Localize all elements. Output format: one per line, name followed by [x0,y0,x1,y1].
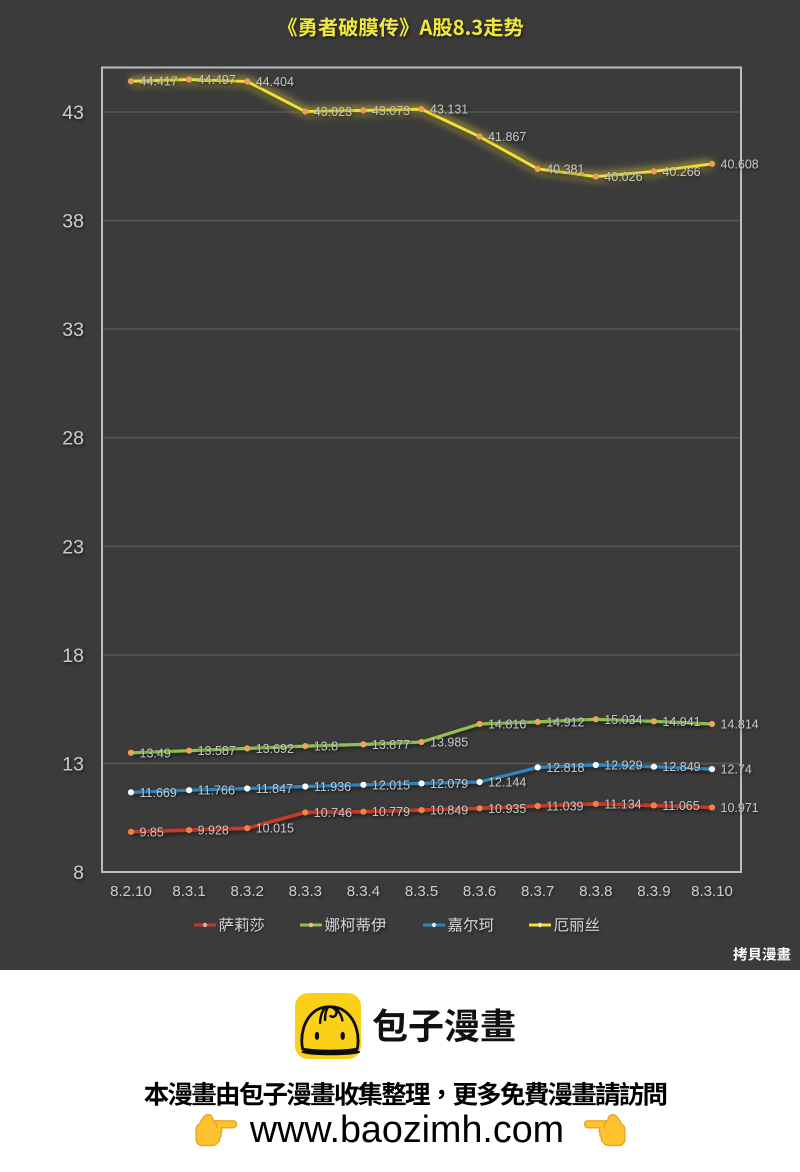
svg-text:8: 8 [73,862,84,884]
svg-text:8.3.2: 8.3.2 [231,883,264,900]
svg-text:12.144: 12.144 [488,776,526,790]
svg-text:12.079: 12.079 [430,777,468,791]
svg-text:8.3.5: 8.3.5 [405,883,438,900]
svg-text:33: 33 [62,319,84,341]
svg-text:13.692: 13.692 [256,742,294,756]
svg-text:44.497: 44.497 [198,73,236,87]
svg-text:12.818: 12.818 [546,761,584,775]
svg-text:12.74: 12.74 [721,763,752,777]
svg-text:10.935: 10.935 [488,802,526,816]
svg-text:9.928: 9.928 [198,824,229,838]
svg-text:14.816: 14.816 [488,718,526,732]
svg-text:8.2.10: 8.2.10 [110,883,152,900]
svg-text:11.936: 11.936 [314,780,351,794]
svg-text:13.8: 13.8 [314,740,338,754]
svg-text:8.3.9: 8.3.9 [637,883,670,900]
svg-text:40.266: 40.266 [662,165,700,179]
svg-text:38: 38 [62,211,84,233]
svg-text:10.849: 10.849 [430,804,468,818]
svg-text:13.49: 13.49 [140,746,171,760]
svg-text:43.073: 43.073 [372,104,410,118]
svg-text:8.3.10: 8.3.10 [691,883,733,900]
svg-text:13.985: 13.985 [430,736,468,750]
svg-text:8.3.7: 8.3.7 [521,883,554,900]
svg-text:8.3.8: 8.3.8 [579,883,612,900]
svg-text:11.039: 11.039 [546,800,583,814]
svg-text:13.587: 13.587 [198,744,236,758]
svg-text:40.608: 40.608 [721,157,759,171]
svg-text:43.131: 43.131 [430,103,468,117]
svg-text:13.877: 13.877 [372,738,410,752]
svg-text:28: 28 [62,428,84,450]
svg-text:8.3.1: 8.3.1 [172,883,205,900]
svg-text:18: 18 [62,645,84,667]
svg-text:8.3.6: 8.3.6 [463,883,496,900]
svg-text:44.404: 44.404 [256,75,294,89]
svg-text:40.026: 40.026 [604,170,642,184]
svg-text:11.134: 11.134 [604,797,641,811]
svg-text:11.766: 11.766 [198,784,235,798]
svg-text:14.912: 14.912 [546,715,584,729]
svg-text:12.015: 12.015 [372,778,410,792]
svg-text:9.85: 9.85 [140,825,164,839]
svg-text:41.867: 41.867 [488,130,526,144]
svg-text:12.849: 12.849 [662,760,700,774]
svg-text:23: 23 [62,536,84,558]
svg-text:10.746: 10.746 [314,806,352,820]
svg-text:14.941: 14.941 [662,715,700,729]
svg-text:43.023: 43.023 [314,105,352,119]
svg-text:15.034: 15.034 [604,713,642,727]
svg-text:10.015: 10.015 [256,822,294,836]
svg-text:14.814: 14.814 [721,718,759,732]
svg-text:44.417: 44.417 [140,75,178,89]
svg-text:12.929: 12.929 [604,759,642,773]
svg-text:10.971: 10.971 [721,801,759,815]
svg-text:43: 43 [62,102,84,124]
svg-text:13: 13 [62,753,84,775]
svg-text:10.779: 10.779 [372,805,410,819]
svg-text:www.baozimh.com: www.baozimh.com [249,1108,564,1150]
svg-text:8.3.4: 8.3.4 [347,883,380,900]
svg-text:40.381: 40.381 [546,162,584,176]
svg-text:8.3.3: 8.3.3 [289,883,322,900]
svg-text:11.065: 11.065 [662,799,699,813]
svg-text:11.669: 11.669 [140,786,177,800]
svg-text:11.847: 11.847 [256,782,293,796]
